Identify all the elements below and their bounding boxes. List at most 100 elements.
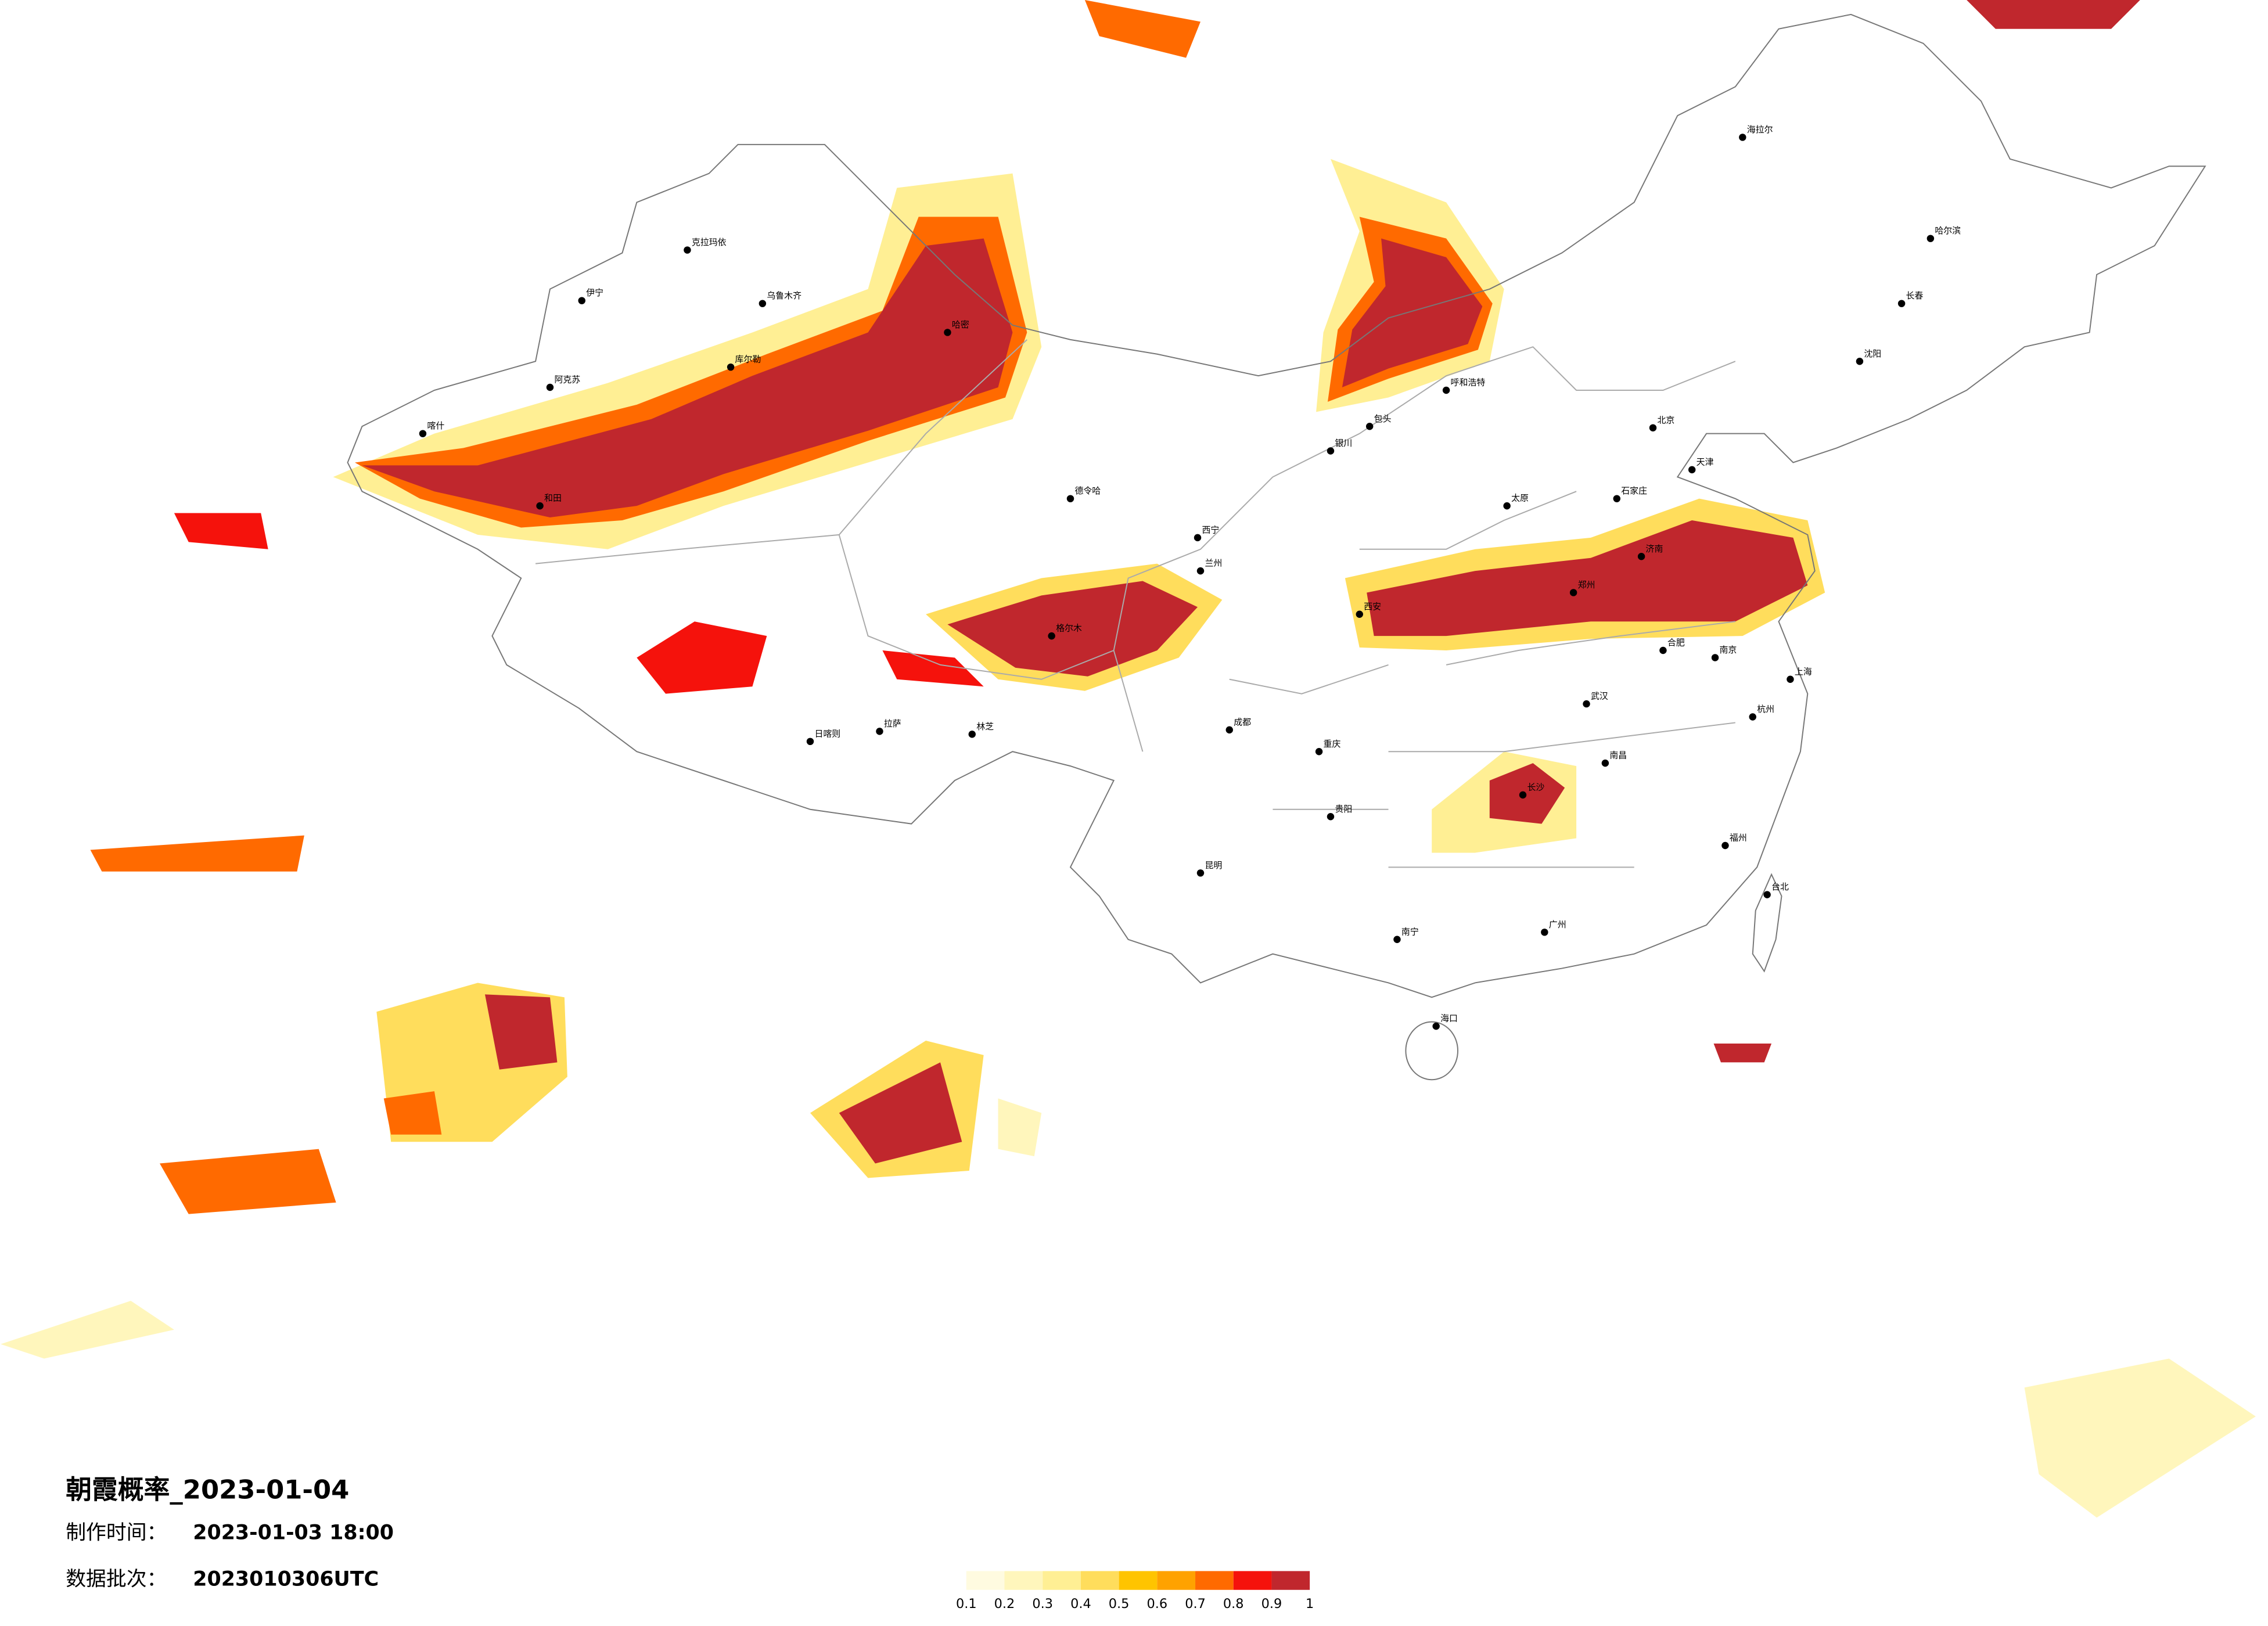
probability-area <box>90 835 304 872</box>
info: 朝霞概率_2023-01-04 制作时间： 2023-01-03 18:00 数… <box>66 1474 394 1591</box>
legend-swatch <box>1080 1571 1119 1590</box>
city-dot <box>1196 869 1205 877</box>
city-dot <box>536 502 544 510</box>
city-label: 天津 <box>1696 456 1714 467</box>
legend-swatch <box>1271 1571 1310 1590</box>
city-dot <box>1327 447 1335 455</box>
city-label: 德令哈 <box>1074 485 1101 496</box>
city-dot <box>1856 358 1864 365</box>
city-dot <box>1356 610 1363 618</box>
city-label: 济南 <box>1646 544 1663 554</box>
city-label: 沈阳 <box>1864 348 1881 359</box>
city-dot <box>1365 423 1374 430</box>
city-label: 和田 <box>544 493 562 503</box>
made-time-label: 制作时间： <box>66 1521 167 1545</box>
legend-swatch <box>1004 1571 1043 1590</box>
probability-area <box>1967 0 2140 29</box>
probability-area <box>362 238 1013 518</box>
city-label: 重庆 <box>1324 739 1341 749</box>
city-dot <box>876 728 883 735</box>
city-dot <box>1739 134 1746 141</box>
legend-swatch <box>1119 1571 1158 1590</box>
city-dot <box>759 300 767 307</box>
city-label: 南昌 <box>1609 750 1627 761</box>
legend-tick-label: 0.2 <box>994 1596 1015 1611</box>
probability-area <box>637 621 767 694</box>
probability-area <box>1084 0 1201 58</box>
city-dot <box>806 738 814 746</box>
city-dot <box>1315 748 1323 756</box>
city-label: 南宁 <box>1401 926 1419 937</box>
city-dot <box>1721 841 1729 850</box>
city-label: 海拉尔 <box>1747 124 1773 135</box>
taiwan <box>1752 873 1782 973</box>
legend-tick-label: 0.7 <box>1185 1596 1206 1611</box>
city-dot <box>1926 235 1935 242</box>
city-label: 日喀则 <box>814 728 840 739</box>
city-label: 合肥 <box>1667 638 1685 648</box>
city-label: 哈密 <box>952 319 969 330</box>
city-label: 长春 <box>1906 290 1924 301</box>
city-dot <box>1432 1022 1440 1030</box>
city-dot <box>419 430 427 437</box>
city-dot <box>1194 534 1202 542</box>
city-label: 广州 <box>1549 919 1566 930</box>
hainan <box>1405 1021 1459 1081</box>
probability-area <box>998 1098 1042 1157</box>
city-dot <box>1503 502 1511 510</box>
city-dot <box>1583 700 1590 708</box>
legend-tick-label: 0.4 <box>1070 1596 1091 1611</box>
probability-area <box>947 581 1198 677</box>
city-label: 太原 <box>1511 493 1529 503</box>
city-dot <box>727 363 735 371</box>
city-dot <box>1601 759 1609 767</box>
city-dot <box>1066 495 1074 502</box>
city-label: 武汉 <box>1591 691 1608 702</box>
city-label: 南京 <box>1720 645 1737 655</box>
city-label: 长沙 <box>1527 782 1544 792</box>
city-label: 郑州 <box>1578 580 1595 590</box>
city-label: 西宁 <box>1202 524 1219 535</box>
city-label: 杭州 <box>1757 704 1774 714</box>
city-dot <box>1196 567 1205 575</box>
country-outline <box>347 13 2206 1081</box>
legend-swatch <box>966 1571 1005 1590</box>
probability-area <box>882 650 984 687</box>
probability-area <box>1713 1043 1772 1063</box>
city-label: 贵阳 <box>1335 804 1352 814</box>
city-label: 银川 <box>1335 438 1352 448</box>
probability-area <box>1367 520 1808 636</box>
city-label: 阿克苏 <box>554 375 580 385</box>
legend-swatch <box>1233 1571 1272 1590</box>
city-dot <box>1048 632 1055 640</box>
city-dot <box>1897 300 1906 307</box>
city-label: 昆明 <box>1205 860 1222 870</box>
probability-area <box>839 1062 962 1164</box>
city-dot <box>1688 466 1696 474</box>
city-label: 林芝 <box>976 721 994 732</box>
city-label: 台北 <box>1771 882 1789 892</box>
city-dot <box>1749 713 1756 721</box>
city-dot <box>1763 891 1771 898</box>
probability-area <box>1342 238 1483 388</box>
city-dot <box>1659 646 1667 654</box>
map-title: 朝霞概率_2023-01-04 <box>66 1474 349 1505</box>
china-border <box>347 13 2206 998</box>
city-dot <box>1613 495 1621 502</box>
city-dot <box>944 329 951 336</box>
city-label: 上海 <box>1795 666 1812 677</box>
legend-tick-label: 0.3 <box>1032 1596 1053 1611</box>
city-label: 哈尔滨 <box>1935 225 1961 236</box>
city-dot <box>1393 936 1401 943</box>
legend-swatch <box>1195 1571 1234 1590</box>
city-label: 兰州 <box>1205 558 1222 569</box>
legend-tick-label: 0.9 <box>1261 1596 1282 1611</box>
city-label: 福州 <box>1730 833 1747 843</box>
probability-area <box>484 994 558 1070</box>
city-dot <box>684 246 691 254</box>
probability-area <box>1489 763 1565 824</box>
probability-field <box>1 0 2256 1518</box>
city-dot <box>1519 791 1527 799</box>
legend-swatch <box>1043 1571 1081 1590</box>
